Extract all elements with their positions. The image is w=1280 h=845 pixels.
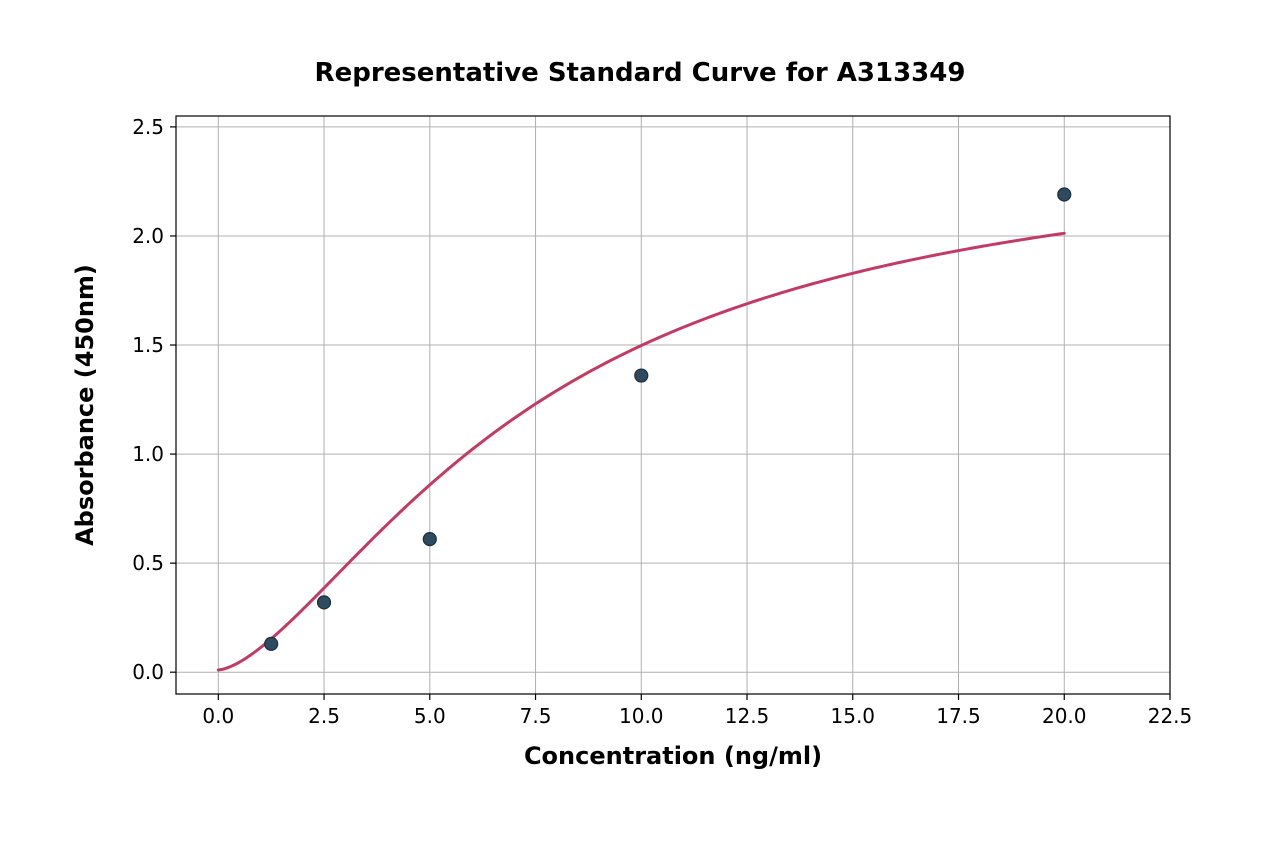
plot-area [176,116,1170,694]
data-point [1058,188,1071,201]
data-point [318,596,331,609]
data-point [423,533,436,546]
y-tick-label: 0.0 [132,660,164,684]
x-tick-label: 15.0 [831,704,876,728]
x-tick-label: 7.5 [520,704,552,728]
y-axis-label: Absorbance (450nm) [71,116,99,694]
y-tick-label: 1.0 [132,442,164,466]
chart-title: Representative Standard Curve for A31334… [0,58,1280,88]
x-tick-label: 12.5 [725,704,770,728]
data-point [265,637,278,650]
y-tick-label: 0.5 [132,551,164,575]
x-tick-label: 10.0 [619,704,664,728]
x-tick-label: 22.5 [1148,704,1193,728]
x-tick-label: 5.0 [414,704,446,728]
y-tick-label: 2.0 [132,224,164,248]
figure: Representative Standard Curve for A31334… [0,0,1280,845]
x-axis-label: Concentration (ng/ml) [176,742,1170,770]
x-tick-label: 0.0 [202,704,234,728]
x-tick-label: 2.5 [308,704,340,728]
y-tick-label: 2.5 [132,115,164,139]
y-tick-label: 1.5 [132,333,164,357]
data-point [635,369,648,382]
x-tick-label: 20.0 [1042,704,1087,728]
x-tick-label: 17.5 [936,704,981,728]
